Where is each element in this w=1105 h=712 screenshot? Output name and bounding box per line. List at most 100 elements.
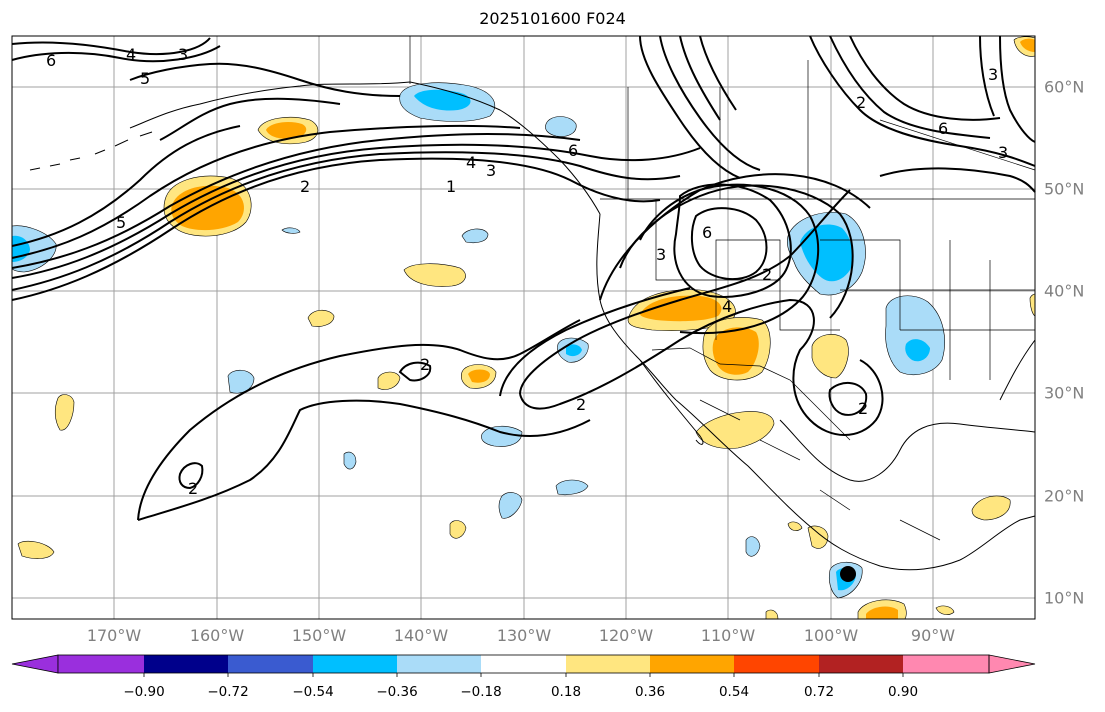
fill-positive-blob [377,371,401,390]
contour-line [999,35,1036,143]
contour-line [11,37,211,55]
contour-line [829,35,991,139]
fill-positive-blob [971,495,1011,521]
colorbar-segment [650,655,734,673]
fill-negative-blob [343,451,357,470]
lat-label: 30°N [1044,383,1085,403]
contour-label: 2 [300,177,310,196]
fill-positive-blob [787,521,803,531]
contour-line [519,298,884,436]
colorbar-segment [228,655,313,673]
map-title: 2025101600 F024 [479,9,626,28]
colorbar-extend-high [988,654,1036,674]
colorbar-segment [58,655,144,673]
coast-gulf [779,419,1036,482]
contour-label: 6 [938,119,948,138]
fill-negative-blob [461,228,489,244]
contour-line [599,173,871,301]
fill-negative-blob [555,479,589,496]
colorbar-outline [57,654,990,674]
contour-label: 3 [486,161,496,180]
contour-line [11,124,521,259]
lon-label: 160°W [189,626,245,645]
colorbar-tick-label: −0.54 [292,684,334,700]
fill-negative-core [800,224,853,282]
coast-baja [639,359,704,445]
contour-line [11,133,581,269]
gridlines [12,36,1035,619]
colorbar-segment [313,655,397,673]
contour-lines [11,35,1036,521]
contour-line [879,167,1036,193]
contour-label: 5 [140,69,150,88]
contour-label: 6 [46,51,56,70]
contour-line [659,35,761,171]
border-state [655,200,716,281]
fill-positive-core [468,369,490,383]
coast-aleutians [29,131,153,171]
colorbar-extend-low [11,654,59,674]
lon-label: 140°W [393,626,449,645]
contour-line [11,157,661,301]
colorbar-segment [903,655,989,673]
contour-labels: 6 4 5 3 6 4 3 2 1 5 6 3 6 2 3 2 4 2 2 2 … [46,45,1008,498]
fill-positive-core [712,327,759,375]
contour-label: 2 [576,395,586,414]
contour-line [11,125,241,247]
colorbar-tick-label: 0.36 [634,684,666,700]
fill-negative-blob [281,227,301,234]
contour-label: 2 [188,479,198,498]
coastlines [29,81,1036,571]
contour-line [11,45,221,63]
contour-line [499,287,691,397]
lat-label: 50°N [1044,179,1085,199]
border-state [820,239,901,330]
colorbar-segment [819,655,903,673]
contour-label: 5 [116,213,126,232]
contour-label: 6 [702,223,712,242]
contour-line [690,207,768,281]
lon-label: 100°W [803,626,859,645]
fill-negative-core [414,89,471,111]
contour-label: 2 [762,265,772,284]
contour-label: 3 [178,45,188,64]
fill-negative-core [905,339,930,362]
fill-positive-core [640,295,722,322]
lat-label: 40°N [1044,281,1085,301]
lat-label: 60°N [1044,77,1085,97]
fill-negative-blob [227,369,255,394]
contour-line [809,35,1036,167]
contour-line [679,35,721,121]
contour-label: 3 [656,245,666,264]
fill-negative-blob [545,116,577,137]
lon-label: 150°W [291,626,347,645]
fill-positive-blob [807,525,829,549]
contour-label: 2 [420,355,430,374]
lon-label: 130°W [496,626,552,645]
border-mexico-states [699,399,941,541]
fill-positive-core [866,606,898,619]
colorbar [11,654,1036,677]
colorbar-segment [144,655,228,673]
fill-negative-core [566,344,582,357]
contour-line [519,189,851,395]
contour-line [828,382,868,416]
lat-label: 10°N [1044,588,1085,608]
coast-east [999,339,1036,401]
fill-dark-dot [840,566,856,582]
map-frame [11,35,1036,620]
contour-line [979,35,995,117]
contour-label: 3 [998,143,1008,162]
fill-positive-blob [1029,293,1036,317]
coast-mexico-west [675,399,961,571]
contour-line [159,97,341,141]
contour-label: 6 [568,141,578,160]
colorbar-tick-label: 0.90 [887,684,919,700]
fill-positive-blob [449,520,467,539]
contour-line [129,62,401,97]
fill-negative-blob [481,425,523,447]
contour-line [673,183,792,298]
contour-label: 4 [722,297,732,316]
lon-label: 170°W [86,626,142,645]
